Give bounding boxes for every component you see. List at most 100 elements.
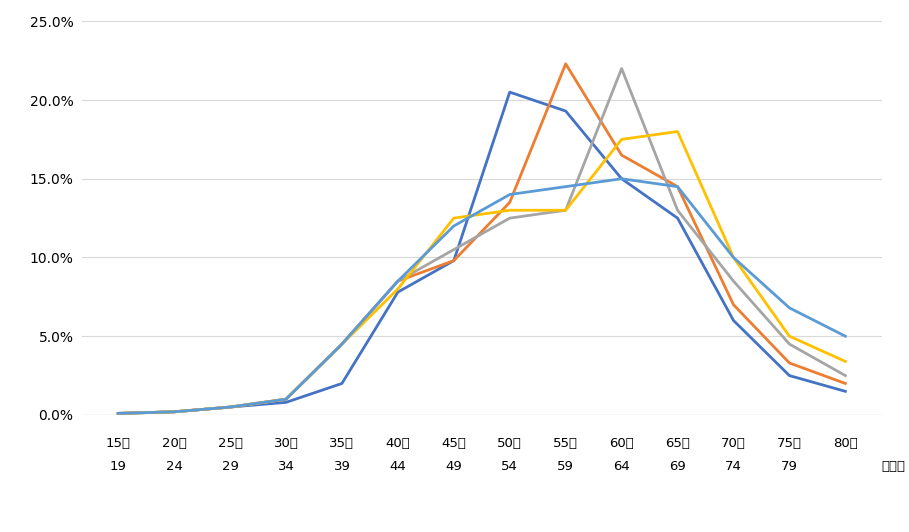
- Text: 55～: 55～: [554, 437, 578, 450]
- 2015年: [336, 341, 347, 347]
- Text: 45～: 45～: [442, 437, 466, 450]
- Text: 15～: 15～: [105, 437, 131, 450]
- 2015年: [728, 254, 739, 261]
- 2010年: [784, 341, 794, 347]
- Text: 44: 44: [389, 460, 406, 473]
- 2005年: [672, 184, 683, 190]
- 2000年: [672, 215, 683, 221]
- Text: 39: 39: [334, 460, 350, 473]
- Text: 64: 64: [614, 460, 630, 473]
- 2005年: [616, 152, 627, 159]
- 2010年: [560, 207, 571, 213]
- 2015年: [616, 136, 627, 143]
- 2020年: [784, 305, 794, 311]
- Text: 70～: 70～: [721, 437, 746, 450]
- Text: 20～: 20～: [162, 437, 186, 450]
- 2005年: [336, 341, 347, 347]
- 2005年: [169, 409, 180, 415]
- 2000年: [616, 176, 627, 182]
- Text: 60～: 60～: [609, 437, 634, 450]
- Line: 2000年: 2000年: [118, 92, 845, 413]
- Legend: 2000年, 2005年, 2010年, 2015年, 2020年: 2000年, 2005年, 2010年, 2015年, 2020年: [201, 524, 683, 532]
- 2010年: [616, 65, 627, 72]
- 2010年: [393, 278, 404, 284]
- Line: 2010年: 2010年: [118, 69, 845, 413]
- 2015年: [784, 333, 794, 339]
- 2005年: [281, 396, 292, 402]
- Text: 24: 24: [165, 460, 183, 473]
- 2015年: [840, 358, 851, 364]
- Text: 25～: 25～: [217, 437, 243, 450]
- 2000年: [281, 399, 292, 405]
- Text: 54: 54: [501, 460, 518, 473]
- Text: 50～: 50～: [497, 437, 522, 450]
- Text: 80～: 80～: [833, 437, 858, 450]
- 2015年: [225, 404, 235, 410]
- 2010年: [281, 396, 292, 402]
- 2005年: [504, 199, 515, 205]
- Text: 59: 59: [557, 460, 574, 473]
- Text: 75～: 75～: [777, 437, 802, 450]
- 2005年: [448, 257, 459, 264]
- 2010年: [336, 341, 347, 347]
- Text: 40～: 40～: [385, 437, 410, 450]
- 2000年: [393, 289, 404, 295]
- Text: 65～: 65～: [665, 437, 690, 450]
- 2015年: [113, 410, 124, 417]
- 2010年: [113, 410, 124, 417]
- 2015年: [281, 396, 292, 402]
- Line: 2020年: 2020年: [118, 179, 845, 413]
- Text: 34: 34: [277, 460, 295, 473]
- 2020年: [728, 254, 739, 261]
- Text: （歳）: （歳）: [882, 460, 905, 473]
- 2005年: [784, 360, 794, 366]
- Text: 30～: 30～: [274, 437, 298, 450]
- 2015年: [448, 215, 459, 221]
- 2020年: [448, 223, 459, 229]
- 2010年: [728, 278, 739, 284]
- 2020年: [840, 333, 851, 339]
- Text: 79: 79: [781, 460, 798, 473]
- 2020年: [336, 341, 347, 347]
- 2015年: [169, 409, 180, 415]
- 2020年: [616, 176, 627, 182]
- 2000年: [336, 380, 347, 387]
- 2015年: [504, 207, 515, 213]
- Text: 69: 69: [669, 460, 686, 473]
- 2015年: [672, 128, 683, 135]
- 2000年: [169, 409, 180, 415]
- 2015年: [560, 207, 571, 213]
- Text: 35～: 35～: [329, 437, 355, 450]
- 2020年: [225, 404, 235, 410]
- 2005年: [840, 380, 851, 387]
- 2020年: [281, 396, 292, 402]
- 2000年: [728, 317, 739, 323]
- 2005年: [728, 302, 739, 308]
- Line: 2015年: 2015年: [118, 131, 845, 413]
- 2010年: [504, 215, 515, 221]
- 2000年: [784, 372, 794, 379]
- 2000年: [840, 388, 851, 395]
- 2010年: [672, 207, 683, 213]
- 2010年: [225, 404, 235, 410]
- Text: 19: 19: [110, 460, 126, 473]
- 2000年: [113, 410, 124, 417]
- 2020年: [560, 184, 571, 190]
- 2005年: [393, 278, 404, 284]
- 2000年: [560, 108, 571, 114]
- 2010年: [448, 246, 459, 253]
- Text: 49: 49: [445, 460, 462, 473]
- 2020年: [504, 192, 515, 198]
- Text: 74: 74: [725, 460, 742, 473]
- Line: 2005年: 2005年: [118, 64, 845, 413]
- 2005年: [560, 61, 571, 67]
- 2005年: [225, 404, 235, 410]
- 2020年: [169, 409, 180, 415]
- 2000年: [225, 404, 235, 410]
- 2020年: [113, 410, 124, 417]
- 2000年: [504, 89, 515, 95]
- 2005年: [113, 410, 124, 417]
- Text: 29: 29: [222, 460, 238, 473]
- 2010年: [169, 409, 180, 415]
- 2020年: [672, 184, 683, 190]
